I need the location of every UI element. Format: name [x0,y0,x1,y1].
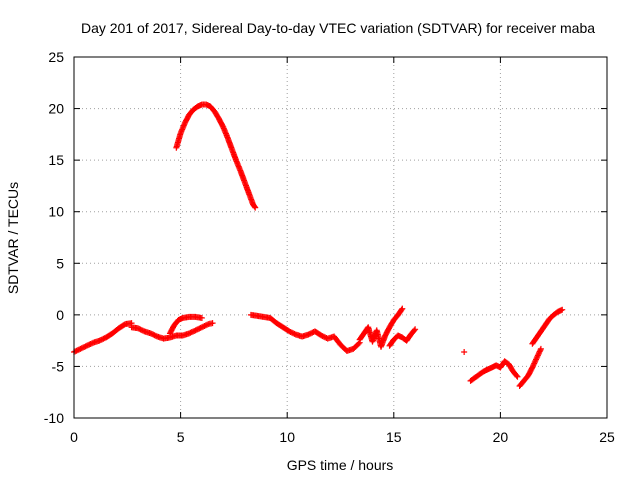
data-point [461,348,468,355]
data-point [531,360,538,367]
data-point [529,363,536,370]
x-tick-label: 15 [386,429,402,445]
data-point [514,373,521,380]
y-tick-label: -10 [44,410,64,426]
data-point [529,364,536,371]
data-point [209,320,216,327]
data-point [534,353,541,360]
plot-frame [73,56,608,419]
grid-lines [74,57,607,418]
data-point [535,351,542,358]
y-tick-label: -5 [52,358,65,374]
data-point [537,345,544,352]
axes: 0 5 10 15 20 25 -10 -5 0 5 10 15 20 25 [44,49,615,445]
data-point [533,356,540,363]
data-point [536,348,543,355]
data-point [530,361,537,368]
data-points [71,101,566,390]
x-tick-label: 10 [279,429,295,445]
data-point [355,340,362,347]
y-tick-label: 20 [48,101,64,117]
data-point [411,327,418,334]
data-point [531,359,538,366]
x-tick-label: 5 [177,429,185,445]
data-point [412,326,419,333]
data-point [198,314,205,321]
data-point [398,306,405,313]
data-point [251,203,258,210]
data-point [537,347,544,354]
chart-title: Day 201 of 2017, Sidereal Day-to-day VTE… [81,20,595,36]
y-tick-label: 10 [48,204,64,220]
y-tick-label: 15 [48,152,64,168]
y-axis-label: SDTVAR / TECUs [5,182,21,294]
data-point [252,204,259,211]
data-point [532,357,539,364]
x-tick-label: 20 [493,429,509,445]
x-tick-label: 0 [70,429,78,445]
x-axis-label: GPS time / hours [287,457,394,473]
data-point [533,355,540,362]
data-point [513,372,520,379]
data-point [559,306,566,313]
data-point [536,349,543,356]
y-tick-label: 25 [48,49,64,65]
y-tick-label: 5 [56,255,64,271]
data-point [399,305,406,312]
x-tick-label: 25 [599,429,615,445]
data-point [204,321,211,328]
data-point [534,352,541,359]
y-tick-label: 0 [56,307,64,323]
